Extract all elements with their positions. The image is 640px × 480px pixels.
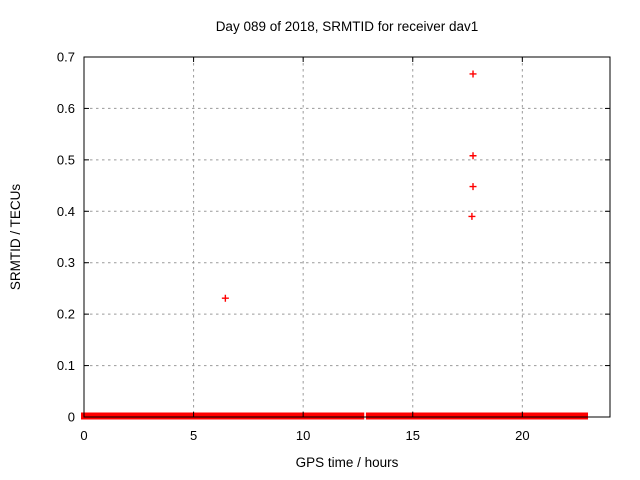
y-tick-label: 0.6: [57, 101, 75, 116]
baseline-band-segment: [365, 412, 589, 420]
x-tick-label: 0: [80, 428, 87, 443]
data-points: [81, 70, 589, 420]
data-point-marker: [469, 183, 477, 191]
gridlines: [84, 57, 610, 417]
data-point-marker: [221, 294, 229, 302]
y-tick-label: 0.7: [57, 50, 75, 65]
y-tick-label: 0.3: [57, 255, 75, 270]
x-axis-label: GPS time / hours: [296, 455, 399, 470]
data-point-marker: [468, 212, 476, 220]
tick-marks: [83, 56, 610, 418]
x-tick-label: 15: [406, 428, 420, 443]
baseline-band-segment: [81, 412, 116, 420]
baseline-band-segment: [113, 412, 353, 420]
x-tick-label: 10: [296, 428, 310, 443]
plot-border: [83, 56, 611, 418]
y-tick-label: 0.5: [57, 152, 75, 167]
y-tick-label: 0: [68, 410, 75, 425]
chart-title: Day 089 of 2018, SRMTID for receiver dav…: [216, 19, 479, 34]
baseline-band-segment: [351, 412, 365, 420]
data-point-marker: [469, 70, 477, 78]
data-point-marker: [469, 152, 477, 160]
tick-labels: 0 5 10 15 20 0 0.1 0.2 0.3 0.4 0.5 0.6 0.7: [57, 50, 530, 444]
y-tick-label: 0.1: [57, 358, 75, 373]
x-tick-label: 5: [190, 428, 197, 443]
y-tick-label: 0.4: [57, 204, 75, 219]
y-axis-label: SRMTID / TECUs: [8, 184, 23, 291]
y-tick-label: 0.2: [57, 307, 75, 322]
x-tick-label: 20: [515, 428, 529, 443]
